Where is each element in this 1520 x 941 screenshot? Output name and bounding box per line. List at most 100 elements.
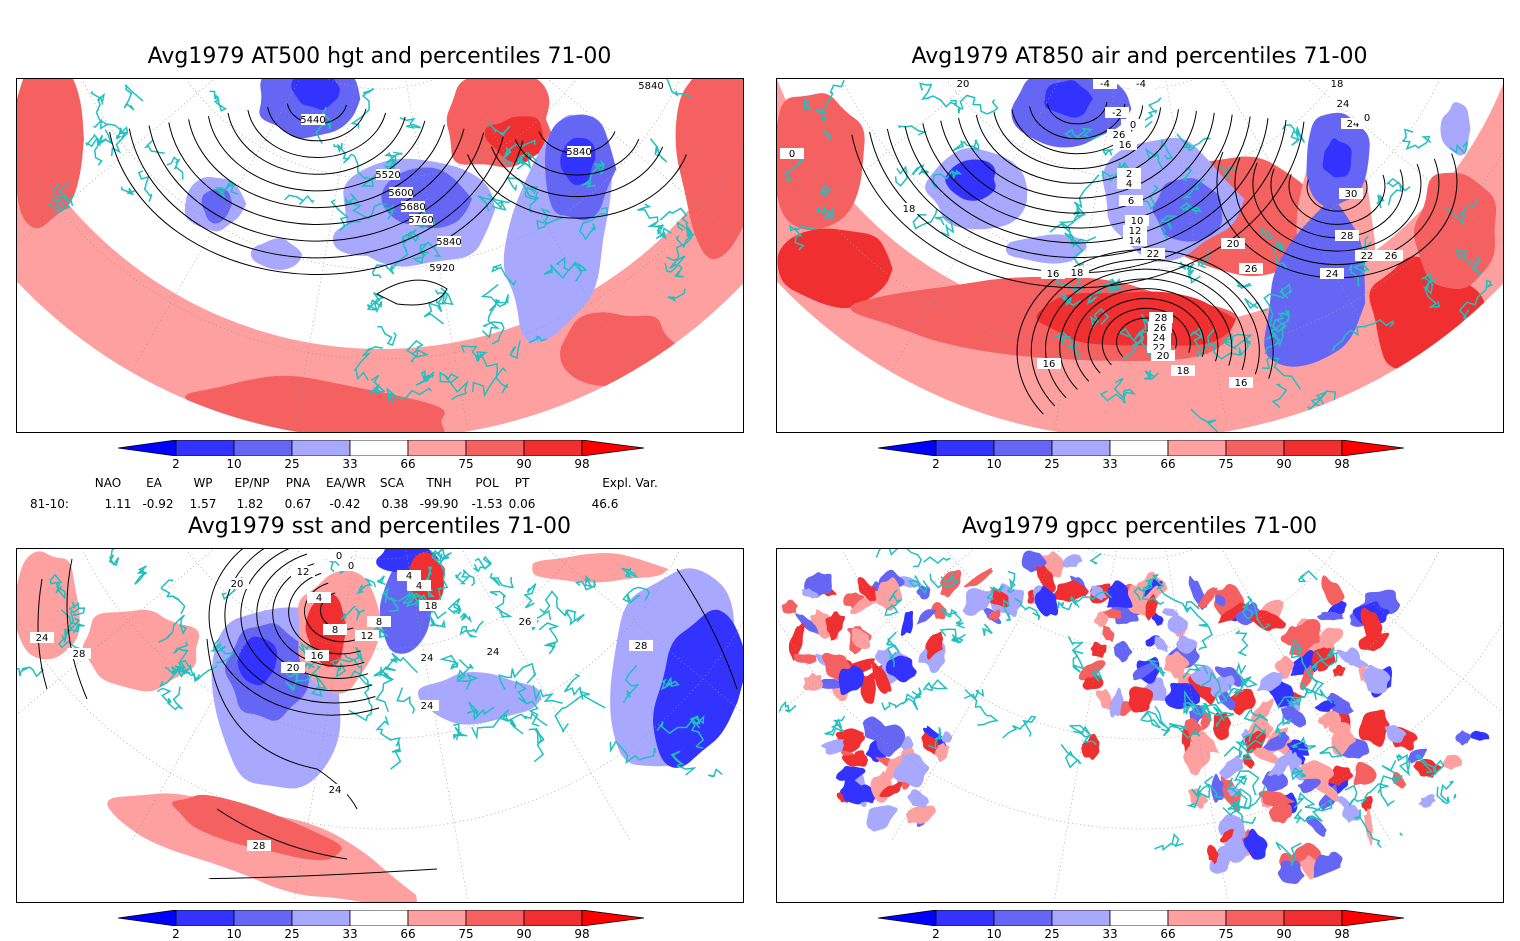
colorbar-segment xyxy=(935,910,995,926)
coastline xyxy=(137,170,153,203)
contour-label-bg xyxy=(327,550,351,561)
graticule-lon xyxy=(1165,79,1229,432)
anomaly-shade xyxy=(788,622,805,661)
coastline xyxy=(1207,326,1252,360)
colorbar-arrow-low xyxy=(118,440,177,456)
contour-label: 16 xyxy=(1043,359,1056,370)
anomaly-shade xyxy=(171,794,343,861)
coastline xyxy=(656,715,705,735)
anomaly-shade xyxy=(1460,789,1486,812)
coastline xyxy=(1064,127,1103,141)
contour-label: 26 xyxy=(519,617,532,628)
coastline xyxy=(1189,606,1213,651)
anomaly-shade xyxy=(1186,730,1220,754)
anomaly-shade xyxy=(1321,575,1345,610)
coastline xyxy=(315,106,332,144)
contour-line xyxy=(109,131,524,276)
contour-label-bg xyxy=(401,201,425,212)
coastline xyxy=(284,194,315,205)
coastline xyxy=(908,575,930,595)
anomaly-shade xyxy=(1419,839,1453,869)
coastline xyxy=(1179,202,1203,214)
contour-label-bg xyxy=(376,169,400,180)
anomaly-shade xyxy=(1321,765,1354,786)
coastline xyxy=(538,622,560,655)
colorbar-tick-label: 33 xyxy=(342,927,358,941)
graticule-lon xyxy=(547,79,743,244)
colorbar-tick-label: 75 xyxy=(458,457,474,471)
coastline xyxy=(459,620,484,638)
coastline xyxy=(1449,139,1468,155)
anomaly-shade xyxy=(793,653,817,664)
index-value: 0.06 xyxy=(508,497,536,511)
contour-layer xyxy=(109,103,687,306)
contour-label: 0 xyxy=(1130,120,1136,131)
contour-label: 12 xyxy=(1129,226,1142,237)
contour-label-bg xyxy=(1149,312,1173,323)
graticule-lon xyxy=(1221,549,1392,843)
anomaly-shade xyxy=(923,725,947,747)
coastline xyxy=(1290,638,1324,701)
colorbar-segment xyxy=(465,910,525,926)
contour-label: 5520 xyxy=(375,170,400,181)
coastline xyxy=(402,228,420,252)
contour-label: 18 xyxy=(425,601,438,612)
coastline xyxy=(377,325,397,346)
coastline xyxy=(379,652,419,678)
indices-value-row: 81-10: 1.11 -0.92 1.57 1.82 0.67 -0.42 0.38 -99… xyxy=(0,497,760,513)
coastline xyxy=(819,183,832,199)
coastline xyxy=(935,216,955,237)
coastline xyxy=(802,96,812,110)
contour-line xyxy=(66,558,88,700)
contour-line xyxy=(267,106,367,142)
coastline xyxy=(159,664,192,688)
coastline xyxy=(1348,264,1360,287)
contour-label-bg xyxy=(1355,250,1379,261)
anomaly-shade xyxy=(1392,854,1409,887)
coastline xyxy=(1234,741,1254,761)
contour-label-bg xyxy=(1117,178,1141,189)
colorbar-tick-label: 98 xyxy=(1334,457,1350,471)
contour-line xyxy=(1234,157,1440,266)
anomaly-shade xyxy=(1384,725,1406,743)
coastline xyxy=(1401,128,1432,151)
graticule-lon xyxy=(890,549,1061,843)
coastline xyxy=(498,662,537,691)
anomaly-shade xyxy=(1264,201,1365,367)
coastline xyxy=(649,138,668,163)
colorbar-segment xyxy=(1283,910,1343,926)
contour-label: 5680 xyxy=(400,202,425,213)
anomaly-shade xyxy=(1332,664,1346,677)
anomaly-shade xyxy=(930,602,947,620)
coastline xyxy=(166,156,184,180)
anomaly-shade xyxy=(1407,842,1431,875)
coastline xyxy=(1143,578,1153,592)
colorbar-segment xyxy=(1167,440,1227,456)
contour-label-bg xyxy=(1113,139,1137,150)
coastline xyxy=(143,139,165,154)
anomaly-shade xyxy=(1252,747,1279,764)
coastline xyxy=(1200,703,1225,727)
contour-label: 5600 xyxy=(388,188,413,199)
contour-line xyxy=(148,125,485,242)
map-panel-hgt500: 5840 5440 5520 5600 5680 5760 5840 5840 5920 xyxy=(16,78,744,433)
contour-line xyxy=(922,114,1233,229)
contour-label: 20 xyxy=(1227,239,1240,250)
coastline xyxy=(539,589,577,626)
colorbar-segment xyxy=(407,440,467,456)
coastline xyxy=(1243,708,1269,723)
coastline xyxy=(1182,663,1209,680)
graticule-lon xyxy=(405,79,469,432)
coastline xyxy=(386,387,432,405)
colorbar-arrow-low xyxy=(878,440,937,456)
coastline xyxy=(1181,178,1206,199)
contour-label-bg xyxy=(67,648,91,659)
anomaly-shade xyxy=(675,79,743,260)
coastline xyxy=(524,186,539,201)
coastline xyxy=(1263,293,1287,348)
contour-label: 28 xyxy=(635,641,648,652)
coastline xyxy=(355,607,366,621)
contour-label: 5840 xyxy=(566,147,591,158)
anomaly-shade xyxy=(1044,80,1093,118)
index-header: EP/NP xyxy=(234,476,270,490)
